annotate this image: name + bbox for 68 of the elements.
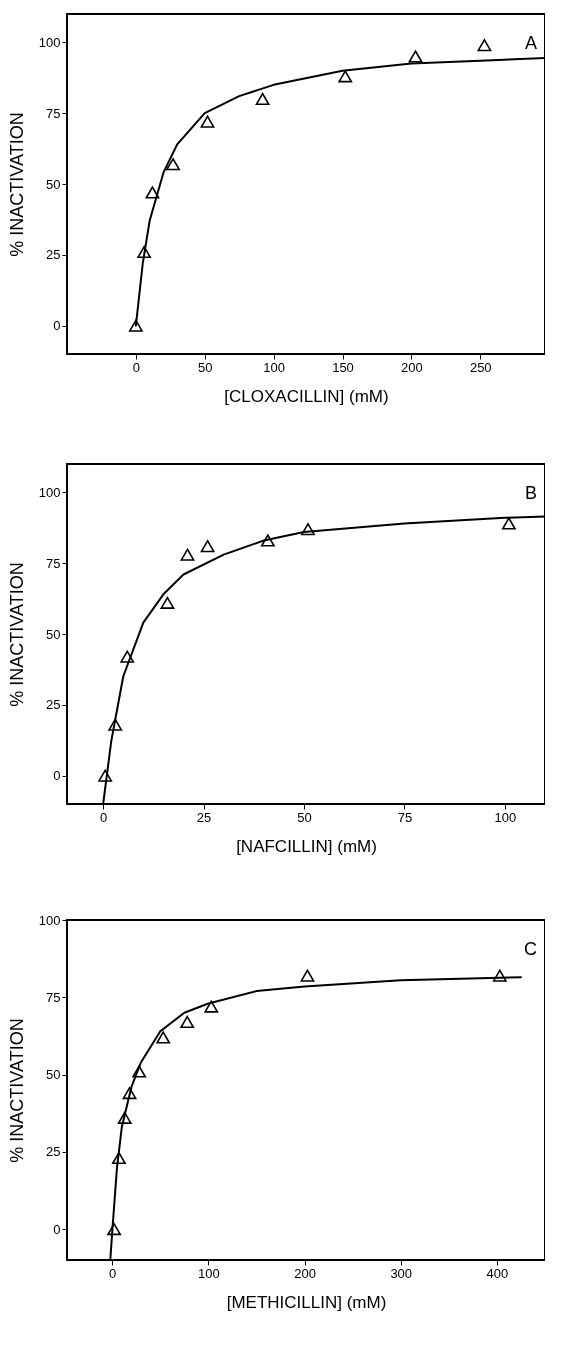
x-axis-title: [CLOXACILLIN] (mM) (224, 386, 389, 406)
x-axis-title: [NAFCILLIN] (mM) (236, 836, 377, 856)
point (108, 718, 123, 731)
point (200, 115, 215, 128)
point (492, 969, 507, 982)
y-tick-label: 50 (46, 176, 61, 192)
y-tick-label: 100 (38, 34, 61, 50)
point (300, 969, 315, 982)
point (408, 50, 423, 63)
point (107, 1222, 122, 1236)
x-tick-label: 300 (390, 1265, 413, 1281)
y-tick-label: 75 (46, 989, 61, 1005)
point (145, 186, 160, 199)
point (180, 1015, 195, 1029)
x-tick-label: 0 (132, 359, 140, 375)
x-tick-label: 200 (401, 359, 423, 375)
point (122, 1086, 137, 1100)
y-tick-label: 25 (46, 1144, 61, 1160)
y-tick-label: 25 (46, 247, 61, 263)
x-tick-label: 100 (263, 359, 285, 375)
y-axis-title: % INACTIVATION (6, 562, 27, 707)
x-tick-label: 100 (198, 1265, 220, 1281)
point (477, 39, 492, 52)
point (301, 523, 315, 536)
point (132, 1065, 147, 1078)
point (120, 650, 135, 663)
x-tick-label: 250 (469, 359, 492, 375)
y-tick-label: 75 (46, 555, 61, 571)
x-tick-label: 400 (486, 1265, 509, 1281)
point (180, 548, 195, 561)
annotation: A (524, 33, 537, 53)
y-tick-label: 50 (46, 1067, 61, 1083)
x-tick-label: 200 (294, 1265, 316, 1281)
point (200, 540, 215, 553)
x-tick-label: 50 (297, 809, 312, 825)
x-tick-label: 100 (494, 809, 517, 825)
y-tick-label: 0 (53, 1221, 61, 1237)
point (128, 319, 143, 332)
x-tick-label: 75 (397, 809, 413, 825)
x-tick-label: 150 (332, 359, 354, 375)
y-tick-label: 100 (38, 912, 61, 928)
point (204, 1000, 219, 1013)
point (117, 1111, 132, 1124)
point (260, 534, 275, 547)
y-tick-label: 25 (46, 697, 61, 713)
y-axis-title: % INACTIVATION (6, 112, 27, 257)
point (166, 158, 180, 171)
point (112, 1151, 126, 1165)
y-tick-label: 0 (53, 318, 61, 334)
x-tick-label: 25 (196, 809, 212, 825)
annotation: C (524, 939, 537, 959)
point (338, 70, 353, 83)
point (501, 517, 516, 530)
y-tick-label: 100 (38, 484, 61, 500)
x-tick-label: 0 (100, 809, 108, 825)
annotation: B (524, 483, 537, 503)
x-tick-label: 50 (198, 359, 213, 375)
y-tick-label: 50 (46, 626, 61, 642)
y-axis-title: % INACTIVATION (6, 1018, 27, 1163)
point (156, 1031, 171, 1044)
y-tick-label: 0 (53, 768, 61, 784)
point (98, 769, 113, 782)
x-tick-label: 0 (109, 1265, 117, 1281)
y-tick-label: 75 (46, 105, 61, 121)
x-axis-title: [METHICILLIN] (mM) (226, 1292, 387, 1312)
point (255, 92, 270, 106)
point (137, 245, 152, 259)
point (160, 596, 175, 609)
